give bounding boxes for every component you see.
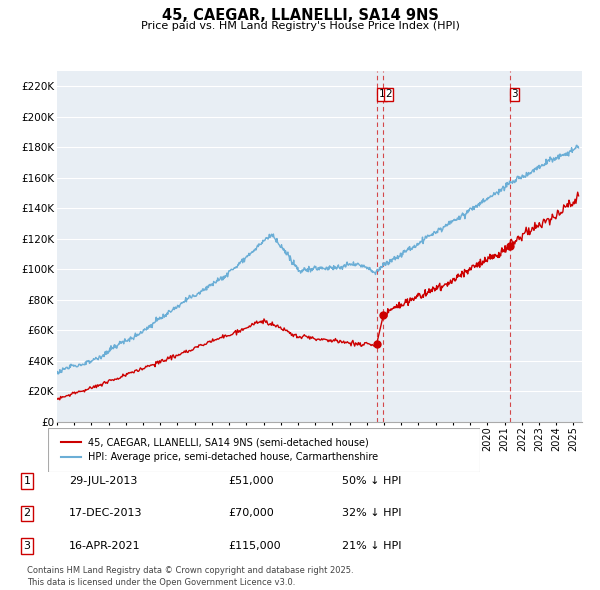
Text: £51,000: £51,000 bbox=[228, 476, 274, 486]
Text: 29-JUL-2013: 29-JUL-2013 bbox=[69, 476, 137, 486]
Text: 32% ↓ HPI: 32% ↓ HPI bbox=[342, 509, 401, 518]
Text: 45, CAEGAR, LLANELLI, SA14 9NS: 45, CAEGAR, LLANELLI, SA14 9NS bbox=[161, 8, 439, 22]
Text: £115,000: £115,000 bbox=[228, 541, 281, 550]
Text: 17-DEC-2013: 17-DEC-2013 bbox=[69, 509, 143, 518]
Text: £70,000: £70,000 bbox=[228, 509, 274, 518]
Text: Contains HM Land Registry data © Crown copyright and database right 2025.
This d: Contains HM Land Registry data © Crown c… bbox=[27, 566, 353, 587]
FancyBboxPatch shape bbox=[48, 428, 480, 472]
Text: 50% ↓ HPI: 50% ↓ HPI bbox=[342, 476, 401, 486]
Text: 2: 2 bbox=[23, 509, 31, 518]
Legend: 45, CAEGAR, LLANELLI, SA14 9NS (semi-detached house), HPI: Average price, semi-d: 45, CAEGAR, LLANELLI, SA14 9NS (semi-det… bbox=[57, 434, 382, 466]
Text: 16-APR-2021: 16-APR-2021 bbox=[69, 541, 140, 550]
Text: Price paid vs. HM Land Registry's House Price Index (HPI): Price paid vs. HM Land Registry's House … bbox=[140, 21, 460, 31]
Text: 3: 3 bbox=[23, 541, 31, 550]
Text: 2: 2 bbox=[385, 89, 392, 99]
Text: 1: 1 bbox=[379, 89, 385, 99]
Text: 21% ↓ HPI: 21% ↓ HPI bbox=[342, 541, 401, 550]
Text: 3: 3 bbox=[511, 89, 518, 99]
Text: 1: 1 bbox=[23, 476, 31, 486]
